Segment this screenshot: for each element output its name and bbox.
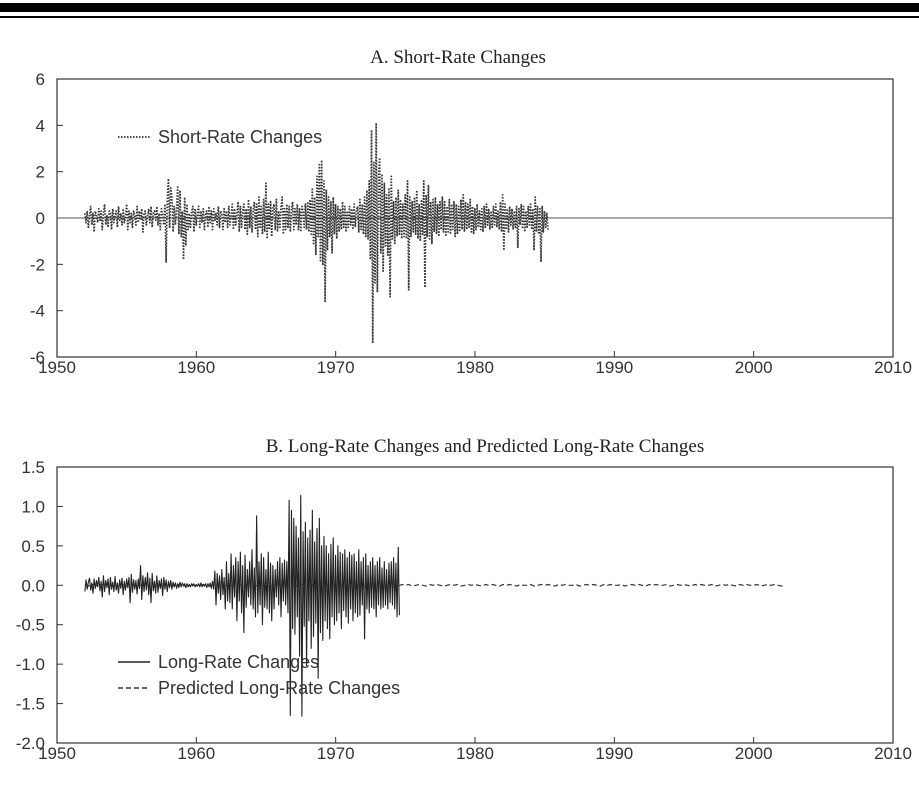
panel-b-y-tick-label: 0.5: [21, 537, 45, 556]
panel-a-legend: Short-Rate Changes: [118, 127, 322, 147]
panel-b-title: B. Long-Rate Changes and Predicted Long-…: [266, 436, 704, 457]
panel-a: A. Short-Rate Changes 1950 1960 1970 1980 19…: [30, 47, 912, 377]
panel-b-series-long-rate-changes: [84, 494, 400, 717]
legend-label-predicted-long-rate-changes: Predicted Long-Rate Changes: [158, 678, 400, 698]
panel-a-y-tick-label: -2: [30, 255, 45, 274]
panel-b-x-tick-label: 1980: [456, 744, 494, 763]
panel-a-x-tick-label: 1950: [38, 358, 76, 377]
panel-a-series: [84, 122, 549, 344]
panel-b: B. Long-Rate Changes and Predicted Long-…: [16, 436, 912, 763]
panel-b-x-tick-label: 1970: [317, 744, 355, 763]
panel-a-title: A. Short-Rate Changes: [370, 47, 546, 68]
panel-a-y-tick-label: 4: [36, 116, 45, 135]
panel-a-y-tick-label: 0: [36, 209, 45, 228]
panel-b-series-predicted-long-rate-changes: [84, 583, 786, 588]
panel-b-y-tick-label: -1.0: [16, 655, 45, 674]
panel-b-x-tick-label: 2010: [874, 744, 912, 763]
panel-a-x-tick-label: 1970: [317, 358, 355, 377]
panel-b-x-tick-label: 1960: [177, 744, 215, 763]
panel-b-y-tick-label: -0.5: [16, 616, 45, 635]
panel-a-y-tick-label: 2: [36, 163, 45, 182]
panel-b-x-tick-label: 1950: [38, 744, 76, 763]
panel-b-x-tick-label: 2000: [735, 744, 773, 763]
panel-b-y-tick-label: 1.0: [21, 497, 45, 516]
panel-b-axes: 1950 1960 1970 1980 1990 2000 2010 1.5 1.0 0.5 0.0…: [16, 458, 912, 763]
legend-label-long-rate-changes: Long-Rate Changes: [158, 652, 319, 672]
panel-b-y-tick-label: -2.0: [16, 734, 45, 753]
panel-b-legend: Long-Rate Changes Predicted Long-Rate Ch…: [118, 652, 400, 698]
panel-a-x-tick-label: 2010: [874, 358, 912, 377]
panel-a-y-tick-label: -6: [30, 348, 45, 367]
panel-b-y-tick-label: 0.0: [21, 576, 45, 595]
panel-a-series-short-rate-changes: [84, 122, 549, 344]
panel-b-series: [84, 494, 786, 717]
panel-a-y-tick-label: -4: [30, 302, 45, 321]
panel-a-x-tick-label: 2000: [735, 358, 773, 377]
panel-b-plot-frame: [56, 466, 894, 744]
panel-a-x-tick-label: 1960: [177, 358, 215, 377]
panel-a-x-tick-label: 1990: [595, 358, 633, 377]
panel-b-y-tick-label: -1.5: [16, 695, 45, 714]
top-rule-thick: [0, 3, 919, 12]
panel-a-x-tick-label: 1980: [456, 358, 494, 377]
panel-b-y-tick-label: 1.5: [21, 458, 45, 477]
panel-b-x-tick-label: 1990: [595, 744, 633, 763]
legend-label-short-rate-changes: Short-Rate Changes: [158, 127, 322, 147]
top-rule-thin: [0, 16, 919, 18]
panel-a-y-tick-label: 6: [36, 70, 45, 89]
